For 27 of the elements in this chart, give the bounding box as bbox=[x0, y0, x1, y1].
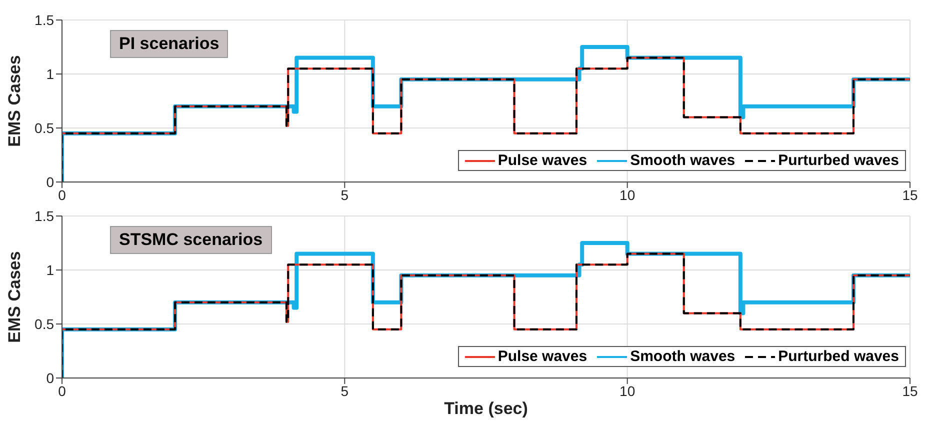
text: STSMC scenarios bbox=[110, 226, 272, 254]
x-tick-label: 15 bbox=[902, 382, 918, 399]
x-tick-label: 0 bbox=[58, 382, 66, 399]
x-tick-label: 5 bbox=[340, 186, 349, 203]
x-axis-title: Time (sec) bbox=[444, 399, 528, 418]
y-tick-label: 0 bbox=[46, 174, 54, 190]
y-tick-label: 0 bbox=[46, 370, 54, 386]
x-tick-label: 10 bbox=[620, 186, 636, 203]
y-tick-label: 1.5 bbox=[34, 12, 54, 28]
text: PI scenarios bbox=[110, 30, 228, 58]
x-tick-label: 5 bbox=[340, 382, 349, 399]
y-tick-label: 1 bbox=[46, 262, 54, 278]
y-tick-label: 1 bbox=[46, 66, 54, 82]
x-tick-label: 10 bbox=[620, 382, 636, 399]
legend-label: Purturbed waves bbox=[777, 152, 899, 169]
y-tick-label: 1.5 bbox=[34, 208, 54, 224]
y-tick-label: 0.5 bbox=[34, 316, 54, 332]
legend-label: Smooth waves bbox=[629, 348, 736, 365]
y-tick-label: 0.5 bbox=[34, 120, 54, 136]
legend-label: Pulse waves bbox=[496, 152, 588, 169]
legend-label: Smooth waves bbox=[629, 152, 736, 169]
legend-label: Pulse waves bbox=[496, 348, 588, 365]
x-tick-label: 0 bbox=[58, 186, 66, 203]
legend-label: Purturbed waves bbox=[777, 348, 899, 365]
x-tick-label: 15 bbox=[902, 186, 918, 203]
y-axis-title: EMS Cases bbox=[5, 251, 24, 343]
y-axis-title: EMS Cases bbox=[5, 55, 24, 147]
